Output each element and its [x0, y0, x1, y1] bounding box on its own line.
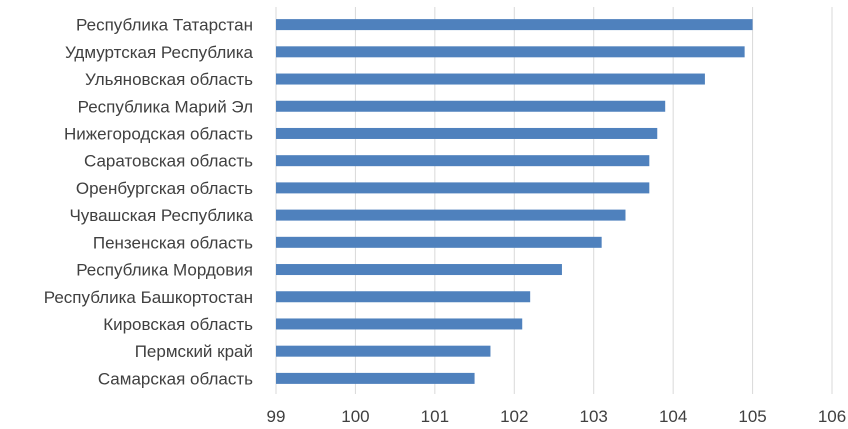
- bar: [276, 318, 523, 330]
- bar: [276, 155, 650, 167]
- category-label: Кировская область: [103, 315, 253, 334]
- category-label: Пермский край: [135, 342, 253, 361]
- category-label: Пензенская область: [93, 233, 253, 252]
- bar: [276, 236, 602, 248]
- category-label: Республика Татарстан: [76, 16, 253, 35]
- category-label: Чувашская Республика: [69, 206, 253, 225]
- bar: [276, 372, 475, 384]
- x-tick-label: 105: [738, 407, 766, 426]
- category-label: Республика Марий Эл: [78, 97, 253, 116]
- x-tick-label: 101: [421, 407, 449, 426]
- category-label: Саратовская область: [84, 152, 253, 171]
- category-label: Самарская область: [98, 369, 253, 388]
- x-tick-label: 102: [500, 407, 528, 426]
- x-tick-label: 103: [580, 407, 608, 426]
- x-tick-label: 99: [267, 407, 286, 426]
- category-label: Удмуртская Республика: [65, 43, 254, 62]
- category-label: Нижегородская область: [64, 124, 253, 143]
- x-tick-label: 106: [818, 407, 846, 426]
- category-label: Республика Башкортостан: [44, 288, 253, 307]
- bar: [276, 46, 745, 58]
- bar: [276, 19, 753, 31]
- category-label: Оренбургская область: [76, 179, 253, 198]
- category-label: Ульяновская область: [85, 70, 253, 89]
- x-tick-label: 104: [659, 407, 687, 426]
- x-axis-tick-labels: 99 100 101 102 103 104 105 106: [267, 407, 847, 426]
- bar: [276, 127, 658, 139]
- category-label: Республика Мордовия: [76, 261, 253, 280]
- bar: [276, 73, 705, 85]
- bar: [276, 182, 650, 194]
- bars: [276, 19, 753, 384]
- bar: [276, 100, 666, 112]
- bar: [276, 209, 626, 221]
- category-labels: Республика Татарстан Удмуртская Республик…: [44, 16, 254, 389]
- x-tick-label: 100: [341, 407, 369, 426]
- gridlines: [275, 7, 833, 394]
- bar: [276, 345, 491, 357]
- bar: [276, 291, 531, 303]
- bar: [276, 264, 562, 276]
